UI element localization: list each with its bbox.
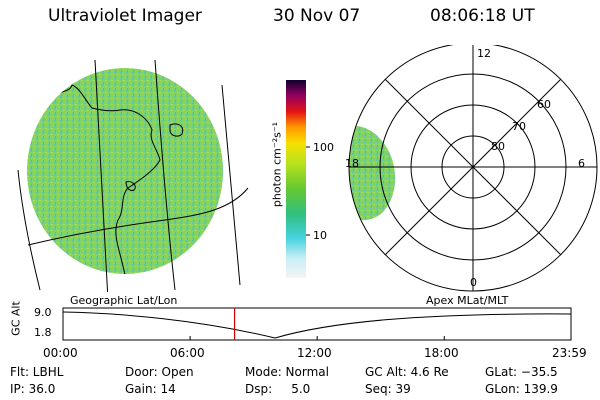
polar-image-patch: [349, 126, 396, 220]
geographic-panel-label: Geographic Lat/Lon: [70, 294, 178, 307]
time-tick-0000: 00:00: [43, 346, 78, 360]
colorbar-tick-100: 100: [313, 141, 334, 154]
altitude-curve: [62, 311, 572, 339]
status-dsp: Dsp: 5.0: [245, 382, 311, 396]
altitude-plot: [62, 307, 572, 341]
colorbar-unit-label: photon cm⁻²s⁻¹: [270, 121, 284, 208]
status-filter: Flt: LBHL: [10, 365, 64, 379]
time-tick-1800: 18:00: [424, 346, 459, 360]
earth-disk: [27, 68, 223, 274]
coastline: [29, 84, 161, 274]
geographic-image: [17, 59, 249, 292]
mlt-label-18: 18: [345, 157, 359, 170]
lake-outline: [169, 123, 184, 137]
colorbar-tick-10: 10: [313, 229, 327, 242]
date-label: 30 Nov 07: [273, 6, 361, 26]
mlt-label-12: 12: [477, 47, 491, 60]
mlat-label-70: 70: [512, 120, 526, 133]
time-tick-2359: 23:59: [552, 346, 587, 360]
mlat-label-60: 60: [537, 98, 551, 111]
mlt-label-0: 0: [470, 276, 477, 289]
alt-tick-1-8: 1.8: [34, 326, 52, 339]
time-label: 08:06:18 UT: [430, 6, 535, 26]
polar-plot: [348, 45, 598, 292]
status-door: Door: Open: [125, 365, 194, 379]
apex-panel-label: Apex MLat/MLT: [426, 294, 509, 307]
altitude-axis-label: GC Alt: [9, 301, 23, 336]
status-ip: IP: 36.0: [10, 382, 56, 396]
status-seq: Seq: 39: [365, 382, 411, 396]
alt-tick-9: 9.0: [34, 306, 52, 319]
status-gain: Gain: 14: [125, 382, 176, 396]
time-tick-1200: 12:00: [297, 346, 332, 360]
island-outline: [125, 181, 136, 191]
colorbar-scale: [286, 80, 306, 278]
status-glat: GLat: −35.5: [485, 365, 558, 379]
instrument-title: Ultraviolet Imager: [48, 6, 202, 26]
status-glon: GLon: 139.9: [485, 382, 558, 396]
graticule: [17, 59, 249, 292]
mlat-label-80: 80: [491, 140, 505, 153]
time-tick-0600: 06:00: [170, 346, 205, 360]
mlt-label-6: 6: [578, 157, 585, 170]
status-mode: Mode: Normal: [245, 365, 329, 379]
status-gc-alt: GC Alt: 4.6 Re: [365, 365, 449, 379]
colorbar: [286, 80, 310, 278]
